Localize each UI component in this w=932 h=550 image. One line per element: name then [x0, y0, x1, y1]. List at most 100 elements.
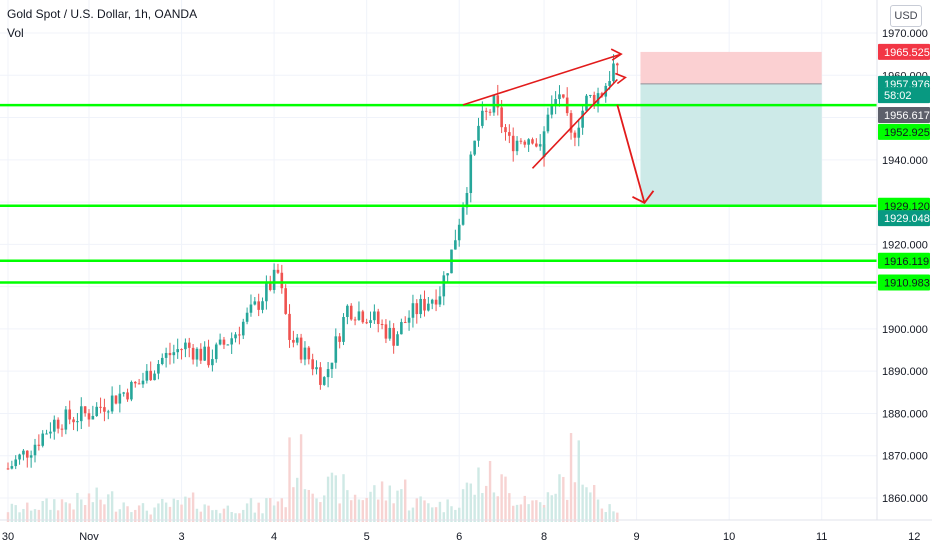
candle-body[interactable]: [106, 411, 110, 413]
candle-body[interactable]: [484, 110, 488, 112]
candle-body[interactable]: [29, 455, 33, 458]
candle-body[interactable]: [427, 303, 430, 311]
candle-body[interactable]: [6, 468, 10, 470]
candle-body[interactable]: [153, 373, 156, 381]
candle-body[interactable]: [241, 321, 245, 336]
candle-body[interactable]: [535, 143, 538, 147]
candle-body[interactable]: [126, 392, 129, 400]
candle-body[interactable]: [542, 131, 546, 158]
candle-body[interactable]: [338, 336, 341, 342]
candle-body[interactable]: [95, 406, 98, 416]
candle-body[interactable]: [122, 392, 125, 394]
wedge-lower-line[interactable]: [531, 78, 618, 169]
candle-body[interactable]: [357, 311, 361, 320]
candle-body[interactable]: [168, 352, 172, 356]
candle-body[interactable]: [118, 393, 122, 404]
candle-body[interactable]: [592, 94, 596, 105]
candle-body[interactable]: [315, 367, 318, 370]
candle-body[interactable]: [211, 359, 214, 366]
candle-body[interactable]: [515, 140, 519, 152]
candle-body[interactable]: [234, 334, 237, 339]
candle-body[interactable]: [488, 111, 492, 113]
candle-body[interactable]: [376, 311, 380, 325]
candle-body[interactable]: [392, 327, 395, 346]
candle-body[interactable]: [353, 319, 357, 321]
candle-body[interactable]: [187, 342, 191, 348]
candle-body[interactable]: [83, 406, 87, 414]
candle-body[interactable]: [64, 409, 68, 430]
candle-body[interactable]: [585, 95, 588, 111]
candle-body[interactable]: [504, 127, 507, 133]
candle-body[interactable]: [558, 94, 561, 100]
candle-body[interactable]: [400, 322, 403, 335]
candle-body[interactable]: [72, 419, 75, 423]
candle-body[interactable]: [137, 383, 141, 385]
candle-body[interactable]: [164, 352, 168, 358]
candle-body[interactable]: [403, 322, 407, 324]
candle-body[interactable]: [45, 433, 48, 435]
candle-body[interactable]: [554, 99, 557, 105]
candle-body[interactable]: [214, 344, 218, 360]
candle-body[interactable]: [249, 304, 253, 313]
candle-body[interactable]: [496, 95, 500, 108]
candle-body[interactable]: [261, 301, 264, 310]
candle-body[interactable]: [303, 347, 307, 360]
candle-body[interactable]: [79, 406, 83, 422]
candle-body[interactable]: [562, 94, 565, 98]
candle-body[interactable]: [442, 275, 446, 297]
candle-body[interactable]: [284, 288, 287, 314]
candle-body[interactable]: [461, 207, 465, 225]
candle-body[interactable]: [511, 135, 515, 152]
candle-body[interactable]: [616, 63, 619, 66]
candle-body[interactable]: [527, 139, 530, 145]
candle-body[interactable]: [446, 273, 449, 276]
candle-body[interactable]: [56, 419, 60, 429]
candle-body[interactable]: [238, 334, 241, 336]
candle-body[interactable]: [384, 324, 388, 339]
candle-body[interactable]: [334, 336, 338, 363]
candle-body[interactable]: [114, 395, 118, 404]
candle-body[interactable]: [538, 144, 542, 147]
candle-body[interactable]: [195, 348, 199, 360]
candle-body[interactable]: [369, 320, 372, 324]
candle-body[interactable]: [103, 407, 106, 412]
candle-body[interactable]: [268, 281, 272, 290]
candle-body[interactable]: [396, 334, 399, 346]
candle-body[interactable]: [388, 327, 392, 339]
candle-body[interactable]: [322, 377, 326, 385]
candle-body[interactable]: [141, 380, 145, 385]
candle-body[interactable]: [253, 301, 257, 305]
candle-body[interactable]: [573, 132, 577, 138]
candle-body[interactable]: [52, 419, 56, 432]
candle-body[interactable]: [203, 346, 206, 361]
candle-body[interactable]: [99, 406, 102, 408]
candle-body[interactable]: [473, 140, 476, 155]
candle-body[interactable]: [25, 450, 29, 458]
wedge-upper-line[interactable]: [462, 53, 622, 106]
candle-body[interactable]: [319, 367, 322, 385]
candle-body[interactable]: [22, 450, 25, 455]
candle-body[interactable]: [130, 381, 133, 400]
candle-body[interactable]: [18, 454, 21, 460]
candle-body[interactable]: [508, 132, 511, 136]
candle-body[interactable]: [207, 346, 210, 366]
candle-body[interactable]: [342, 316, 345, 342]
candle-body[interactable]: [184, 342, 187, 350]
currency-button[interactable]: USD: [890, 5, 922, 27]
candle-body[interactable]: [230, 338, 233, 345]
candle-body[interactable]: [280, 272, 284, 289]
candle-body[interactable]: [577, 127, 581, 138]
candle-body[interactable]: [49, 431, 52, 434]
candle-body[interactable]: [419, 298, 422, 315]
candle-body[interactable]: [180, 349, 183, 351]
breakdown-arrow[interactable]: [616, 104, 646, 204]
candle-body[interactable]: [581, 110, 584, 128]
candle-body[interactable]: [608, 81, 611, 86]
candle-body[interactable]: [330, 362, 334, 370]
candle-body[interactable]: [160, 357, 164, 365]
candle-body[interactable]: [41, 433, 45, 446]
candle-body[interactable]: [76, 421, 79, 423]
candle-body[interactable]: [60, 428, 64, 430]
candle-body[interactable]: [222, 339, 226, 345]
